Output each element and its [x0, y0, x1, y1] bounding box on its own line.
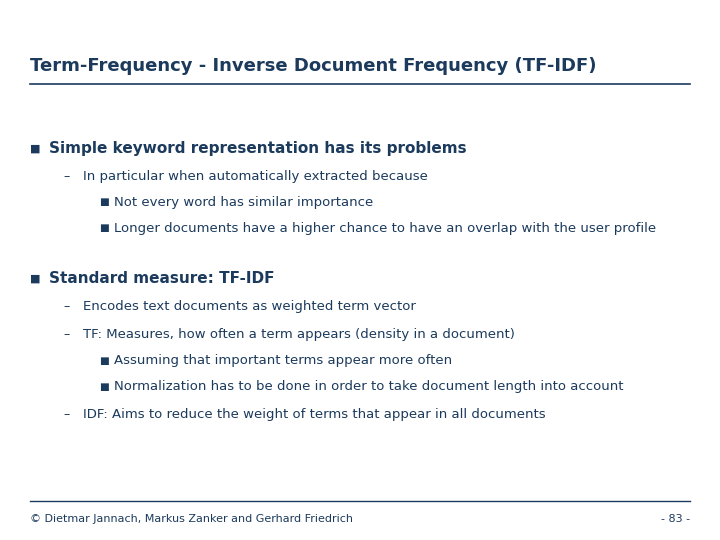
Text: –: – [63, 408, 70, 421]
Text: Assuming that important terms appear more often: Assuming that important terms appear mor… [114, 354, 452, 367]
Text: ■: ■ [99, 356, 109, 366]
Text: ■: ■ [99, 224, 109, 233]
Text: ■: ■ [30, 274, 41, 284]
Text: Simple keyword representation has its problems: Simple keyword representation has its pr… [49, 141, 467, 156]
Text: –: – [63, 300, 70, 313]
Text: IDF: Aims to reduce the weight of terms that appear in all documents: IDF: Aims to reduce the weight of terms … [83, 408, 546, 421]
Text: Term-Frequency - Inverse Document Frequency (TF-IDF): Term-Frequency - Inverse Document Freque… [30, 57, 597, 75]
Text: © Dietmar Jannach, Markus Zanker and Gerhard Friedrich: © Dietmar Jannach, Markus Zanker and Ger… [30, 515, 354, 524]
Text: Standard measure: TF-IDF: Standard measure: TF-IDF [49, 271, 274, 286]
Text: –: – [63, 328, 70, 341]
Text: Longer documents have a higher chance to have an overlap with the user profile: Longer documents have a higher chance to… [114, 222, 656, 235]
Text: TF: Measures, how often a term appears (density in a document): TF: Measures, how often a term appears (… [83, 328, 515, 341]
Text: In particular when automatically extracted because: In particular when automatically extract… [83, 170, 428, 183]
Text: –: – [63, 170, 70, 183]
Text: ■: ■ [30, 144, 41, 153]
Text: ■: ■ [99, 198, 109, 207]
Text: Normalization has to be done in order to take document length into account: Normalization has to be done in order to… [114, 380, 624, 393]
Text: ■: ■ [99, 382, 109, 392]
Text: Not every word has similar importance: Not every word has similar importance [114, 196, 373, 209]
Text: - 83 -: - 83 - [661, 515, 690, 524]
Text: Encodes text documents as weighted term vector: Encodes text documents as weighted term … [83, 300, 415, 313]
